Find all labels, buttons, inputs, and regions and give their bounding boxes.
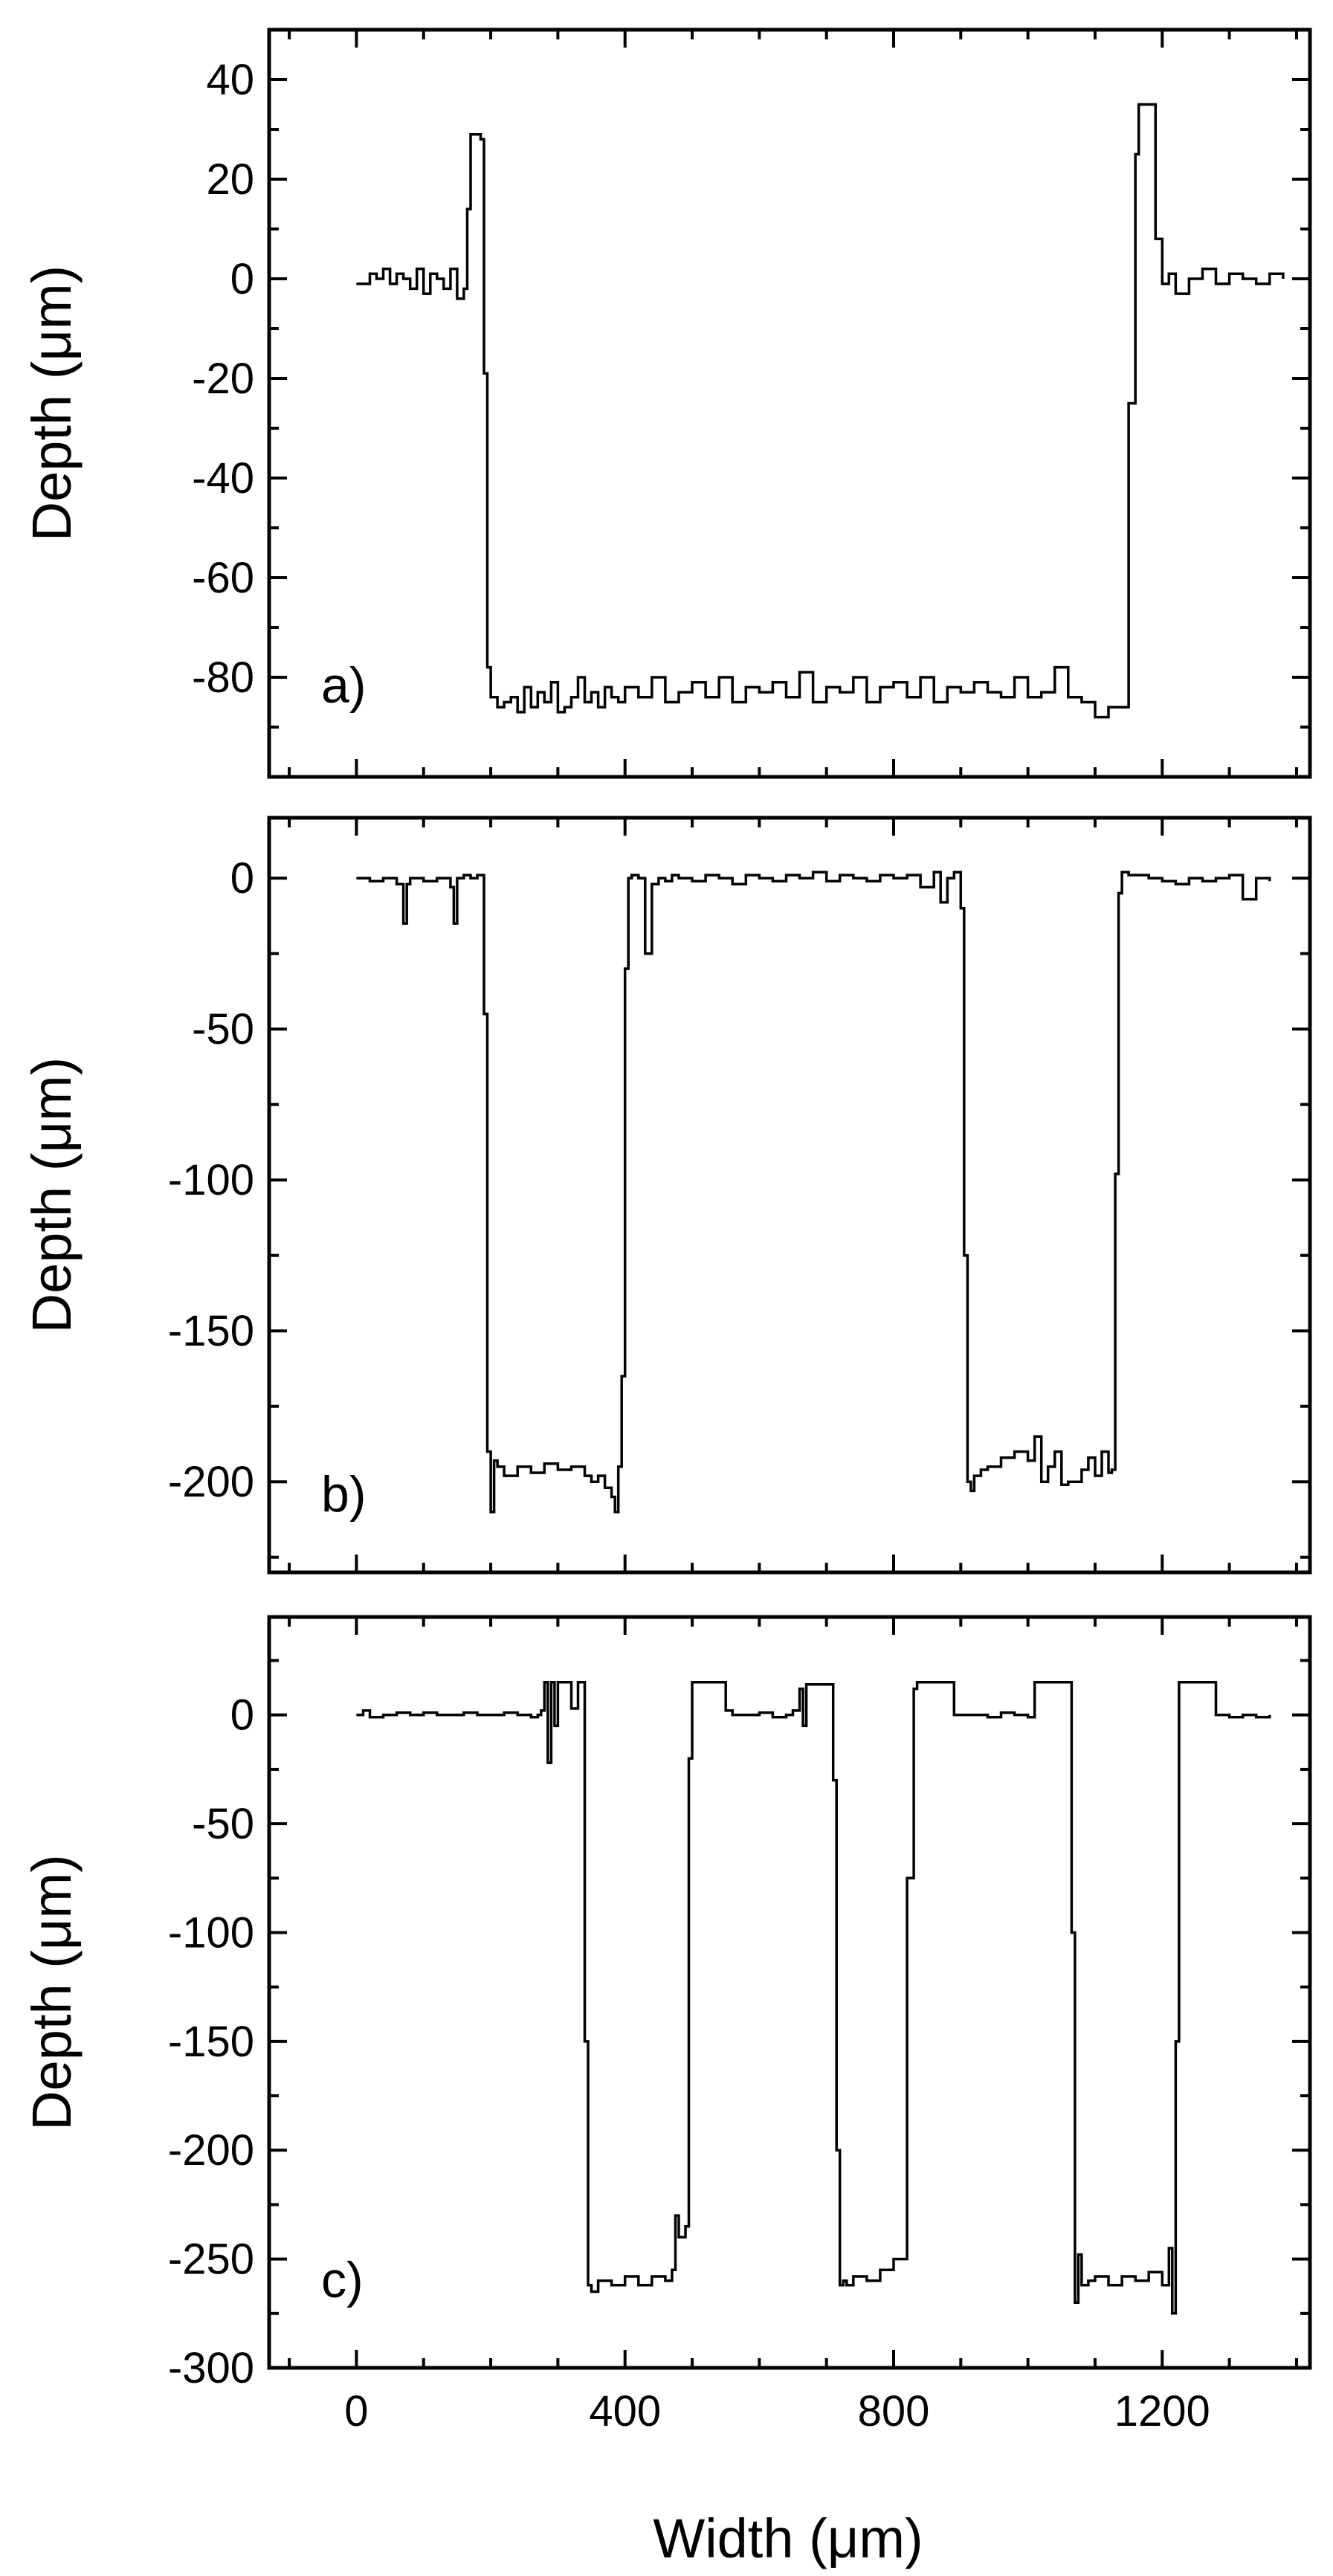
- plot-frame: [267, 28, 1312, 779]
- chart-panel-c: 0 -50 -100 -150 -200 -250 -300 0 400 800 1200 Depth…: [21, 1615, 1312, 2435]
- y-tick-label: -150: [168, 2018, 254, 2066]
- y-tick-label: -40: [192, 454, 254, 503]
- x-tick-label: 0: [344, 2387, 368, 2435]
- x-tick-label: 400: [589, 2387, 661, 2435]
- chart-panel-a: 40 20 0 -20 -40 -60 -80 Depth (μm) a): [21, 28, 1312, 779]
- y-tick-label: 20: [206, 155, 254, 204]
- y-axis-title: Depth (μm): [21, 1057, 83, 1334]
- plot-frame: [267, 816, 1312, 1575]
- y-tick-label: -60: [192, 554, 254, 602]
- x-tick-label: 1200: [1114, 2387, 1210, 2435]
- y-tick-label: -300: [168, 2344, 254, 2392]
- plot-frame: [267, 1615, 1312, 2370]
- depth-profile-line: [356, 871, 1271, 1514]
- y-tick-label: -50: [192, 1005, 254, 1053]
- y-tick-label: -150: [168, 1307, 254, 1355]
- y-tick-label: -200: [168, 1458, 254, 1506]
- panel-label: b): [321, 1466, 366, 1523]
- y-tick-label: -250: [168, 2236, 254, 2284]
- y-tick-label: -50: [192, 1800, 254, 1848]
- y-axis-title: Depth (μm): [21, 1854, 83, 2131]
- x-axis-title: Width (μm): [653, 2508, 923, 2569]
- chart-panel-b: 0 -50 -100 -150 -200 Depth (μm) b): [21, 816, 1312, 1575]
- y-tick-label: -80: [192, 653, 254, 702]
- y-tick-label: 0: [230, 854, 254, 903]
- y-tick-label: -20: [192, 355, 254, 403]
- y-tick-label: 40: [206, 56, 254, 104]
- y-tick-label: -100: [168, 1156, 254, 1204]
- x-tick-label: 800: [858, 2387, 930, 2435]
- panel-label: a): [321, 657, 366, 714]
- y-tick-label: -100: [168, 1908, 254, 1957]
- y-tick-label: 0: [230, 1691, 254, 1740]
- y-tick-label: 0: [230, 255, 254, 303]
- depth-profile-line: [356, 1681, 1271, 2315]
- y-tick-label: -200: [168, 2126, 254, 2175]
- panel-label: c): [321, 2252, 364, 2308]
- depth-profile-line: [356, 103, 1285, 719]
- y-axis-title: Depth (μm): [21, 265, 83, 542]
